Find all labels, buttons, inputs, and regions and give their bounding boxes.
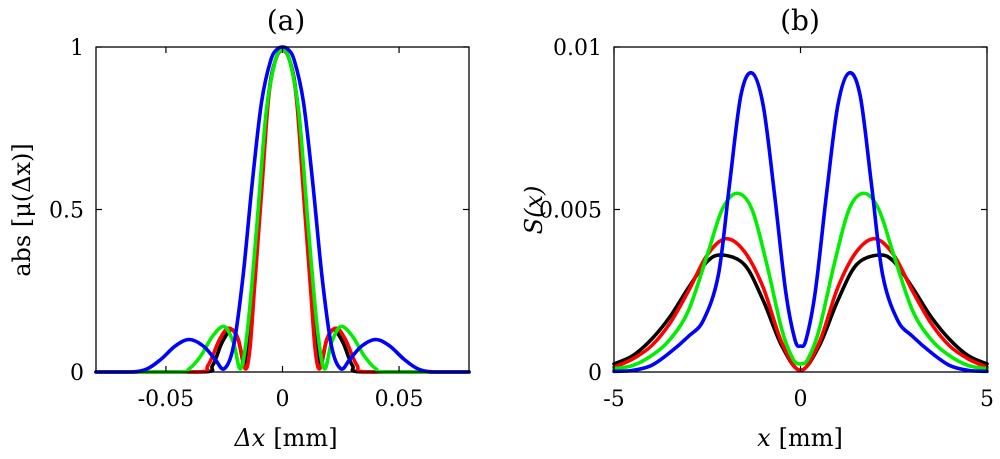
panel-a-xtick-label-1: 0 [276, 387, 290, 412]
panel-a-ylabel: abs [μ(Δx)] [8, 143, 36, 277]
panel-a-ytick-label-0: 0 [70, 361, 84, 386]
panel-b-xlabel: x [mm] [757, 424, 843, 452]
panel-b-xlabel-symbol: x [757, 424, 771, 452]
panel-a-series [94, 45, 471, 374]
panel-a-series-line-2 [94, 48, 471, 374]
panel-a-series-line-1 [94, 48, 471, 374]
panel-a-xtick-label-0: -0.05 [138, 387, 194, 412]
panel-a-xtick-label-2: 0.05 [375, 387, 424, 412]
panel-a-xlabel-symbol: Δx [233, 424, 265, 452]
panel-b-series-line-2 [612, 191, 989, 371]
panel-a-frame [95, 46, 470, 373]
panel-a-xlabel-unit: [mm] [273, 424, 337, 452]
panel-a-ytick-label-2: 1 [70, 36, 84, 61]
panel-a-xlabel: Δx [mm] [233, 424, 337, 452]
panel-b-label: (b) [780, 4, 820, 37]
panel-b-ytick-label-1: 0.005 [539, 199, 602, 224]
panel-b-xtick-label-1: 0 [794, 387, 808, 412]
panel-b-xtick-label-0: -5 [603, 387, 624, 412]
panel-b-ytick-label-2: 0.01 [553, 36, 602, 61]
panel-b-series [612, 70, 989, 374]
panel-a-ytick-label-1: 0.5 [49, 199, 84, 224]
panel-b-xlabel-unit: [mm] [779, 424, 843, 452]
panel-a-label: (a) [267, 4, 306, 37]
panel-a: (a) -0.05 0 0.05 0 0.5 1 abs [μ(Δx)] Δx [mm] [8, 4, 471, 452]
panel-a-ticks: -0.05 0 0.05 0 0.5 1 [49, 36, 469, 412]
panel-b-ylabel: S(x) [520, 186, 548, 235]
panel-a-series-line-0 [94, 48, 471, 374]
panel-b-xtick-label-2: 5 [980, 387, 994, 412]
panel-a-series-line-3 [94, 45, 471, 374]
panel-b-ytick-label-0: 0 [588, 361, 602, 386]
panel-b-series-line-3 [612, 70, 989, 374]
